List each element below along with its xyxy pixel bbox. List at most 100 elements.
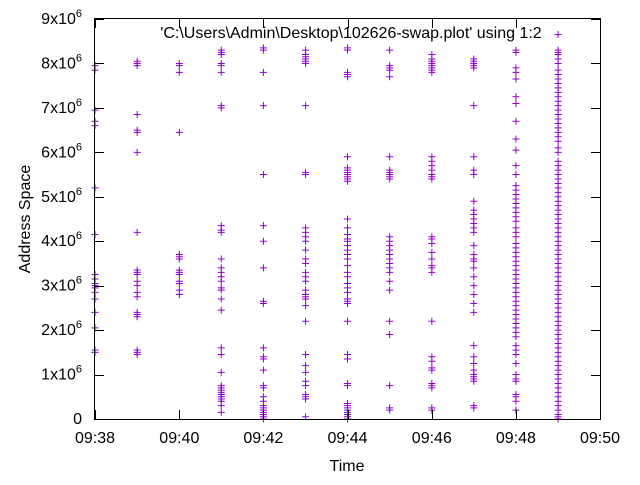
y-axis-label: Address Space [17, 165, 34, 274]
data-point [259, 299, 267, 307]
data-point [428, 366, 436, 374]
data-point [259, 384, 267, 392]
data-point [259, 46, 267, 54]
data-point [512, 146, 520, 154]
data-point [428, 357, 436, 365]
y-axis-tick-labels: 0 1x106 2x106 3x106 4x106 5x106 6x106 7x106 8x10… [41, 8, 82, 428]
data-point [302, 59, 310, 67]
data-point [302, 102, 310, 110]
data-point [386, 317, 394, 325]
x-tick-label: 09:44 [327, 430, 367, 447]
data-point [428, 239, 436, 247]
data-point [133, 271, 141, 279]
y-tick-exponent: 6 [76, 275, 82, 287]
data-point [175, 255, 183, 263]
data-point [386, 153, 394, 161]
data-point [428, 384, 436, 392]
data-point [302, 382, 310, 390]
data-point [470, 342, 478, 350]
y-tick-label: 3x106 [41, 275, 82, 295]
data-point [259, 366, 267, 374]
x-tick-label: 09:48 [496, 430, 536, 447]
data-point [344, 177, 351, 185]
data-point [512, 162, 520, 170]
data-point [259, 355, 267, 363]
axis-ticks [95, 19, 601, 420]
data-point [428, 248, 436, 256]
data-point [175, 62, 183, 70]
data-point [217, 295, 225, 303]
data-point [344, 273, 351, 281]
data-point [217, 277, 225, 285]
x-tick-label: 09:50 [580, 430, 620, 447]
data-point [302, 246, 310, 254]
y-tick-exponent: 6 [76, 319, 82, 331]
data-point [470, 273, 478, 281]
data-point [512, 351, 520, 359]
data-point [470, 171, 478, 179]
y-tick-label: 1x106 [41, 364, 82, 384]
y-tick-label: 4x106 [41, 230, 82, 250]
data-point [217, 408, 225, 416]
data-point [133, 313, 141, 321]
data-point [217, 228, 225, 236]
data-point [302, 351, 310, 359]
y-tick-exponent: 6 [76, 8, 82, 20]
data-point [302, 395, 310, 403]
data-point [259, 102, 267, 110]
data-point [259, 237, 267, 245]
data-point [512, 99, 520, 107]
data-point [512, 359, 520, 367]
y-tick-label: 6x106 [41, 141, 82, 161]
data-point [512, 68, 520, 76]
data-point [344, 153, 351, 161]
data-point [302, 302, 310, 310]
data-point [302, 317, 310, 325]
data-point [344, 288, 351, 296]
data-point [133, 351, 141, 359]
y-tick-label: 9x106 [41, 8, 82, 28]
data-point [344, 355, 351, 363]
y-tick-label: 0 [73, 411, 82, 428]
data-point [512, 233, 520, 241]
data-point [217, 51, 225, 59]
data-point [302, 171, 310, 179]
data-point [344, 73, 351, 81]
data-point [302, 277, 310, 285]
data-point [133, 228, 141, 236]
data-point [470, 64, 478, 72]
data-point [133, 148, 141, 156]
data-point [512, 171, 520, 179]
data-point [259, 264, 267, 272]
data-point [344, 317, 351, 325]
data-point [386, 73, 394, 81]
data-point [302, 362, 310, 370]
data-point [470, 353, 478, 361]
data-point [386, 175, 394, 183]
data-point [512, 135, 520, 143]
data-point [133, 111, 141, 119]
data-point [470, 282, 478, 290]
data-point [470, 197, 478, 205]
data-point [133, 282, 141, 290]
y-tick-exponent: 6 [76, 141, 82, 153]
data-point [302, 295, 310, 303]
data-point [512, 117, 520, 125]
data-point [302, 259, 310, 267]
data-point [217, 68, 225, 76]
x-tick-label: 09:38 [75, 430, 115, 447]
data-point [512, 377, 520, 385]
data-point [470, 299, 478, 307]
data-point [344, 382, 351, 390]
x-tick-label: 09:46 [412, 430, 452, 447]
data-point [302, 368, 310, 376]
data-point [217, 286, 225, 294]
chart-title: 'C:\Users\Admin\Desktop\102626-swap.plot… [160, 25, 542, 42]
x-axis-tick-labels: 09:38 09:40 09:42 09:44 09:46 09:48 09:50 [75, 430, 620, 447]
data-point [386, 406, 394, 414]
data-point [554, 31, 562, 39]
data-point [217, 306, 225, 314]
data-point [133, 128, 141, 136]
